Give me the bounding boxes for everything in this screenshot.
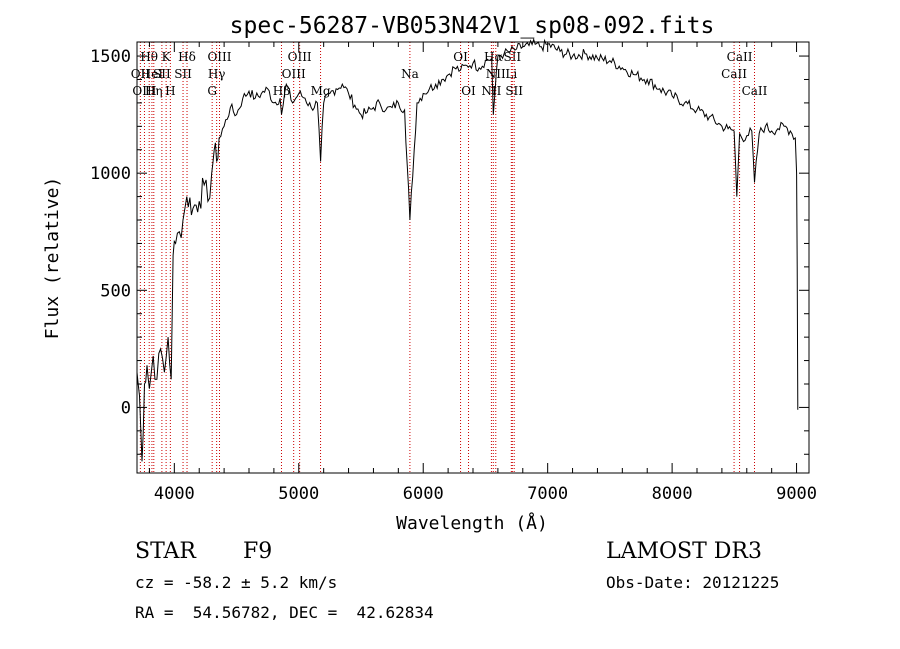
line-marker-label-16: Mg bbox=[311, 84, 331, 98]
x-axis-label: Wavelength (Å) bbox=[396, 512, 548, 534]
axes: 4000 5000 6000 7000 8000 9000 0 500 1000 1500 bbox=[90, 42, 817, 504]
line-marker-label-18: OI bbox=[453, 50, 468, 64]
line-marker-label-17: Na bbox=[401, 67, 419, 81]
object-type: STAR bbox=[135, 539, 196, 564]
line-marker-label-13: OIII bbox=[288, 50, 312, 64]
line-marker-label-4: Hη bbox=[145, 84, 163, 98]
chart-title: spec-56287-VB053N42V1_sp08-092.fits bbox=[230, 13, 715, 39]
line-marker-label-9: SII bbox=[174, 67, 192, 81]
y-tick-label-0: 0 bbox=[121, 398, 131, 418]
x-tick-label-3: 7000 bbox=[527, 484, 568, 504]
spectrum-line bbox=[136, 37, 799, 462]
line-marker-label-11: Hγ bbox=[208, 67, 226, 81]
line-marker-label-19: OI bbox=[461, 84, 476, 98]
x-tick-label-1: 5000 bbox=[278, 484, 319, 504]
y-tick-label-2: 1000 bbox=[90, 164, 131, 184]
line-marker-label-12: G bbox=[207, 84, 217, 98]
line-marker-label-27: CaII bbox=[721, 67, 747, 81]
line-marker-label-0: Hθ bbox=[140, 50, 158, 64]
x-tick-label-0: 4000 bbox=[154, 484, 195, 504]
line-marker-label-2: HeI bbox=[141, 67, 164, 81]
line-marker-label-24: NII bbox=[481, 84, 501, 98]
y-tick-label-3: 1500 bbox=[90, 47, 131, 67]
line-marker-label-26: CaII bbox=[727, 50, 753, 64]
line-marker-label-22: SII bbox=[503, 50, 521, 64]
line-marker-label-3: OIII bbox=[132, 84, 156, 98]
y-tick-label-1: 500 bbox=[100, 281, 131, 301]
redshift-cz: cz = -58.2 ± 5.2 km/s bbox=[135, 573, 338, 592]
obs-date: Obs-Date: 20121225 bbox=[606, 573, 780, 592]
line-marker-label-5: K bbox=[162, 50, 172, 64]
x-tick-label-2: 6000 bbox=[403, 484, 444, 504]
line-markers: HθOIIHeIOIIIHηKSIIHHδSIIOIIIHγGOIIIOIIIH… bbox=[131, 42, 768, 473]
survey-name: LAMOST DR3 bbox=[606, 539, 762, 564]
coordinates: RA = 54.56782, DEC = 42.62834 bbox=[135, 603, 434, 622]
line-marker-label-20: Hα bbox=[484, 50, 503, 64]
x-tick-label-4: 8000 bbox=[652, 484, 693, 504]
line-marker-label-10: OIII bbox=[207, 50, 231, 64]
line-marker-label-6: SII bbox=[153, 67, 171, 81]
subclass: F9 bbox=[243, 539, 273, 564]
line-marker-label-23: Li bbox=[505, 67, 517, 81]
line-marker-label-7: H bbox=[165, 84, 175, 98]
x-tick-label-5: 9000 bbox=[776, 484, 817, 504]
line-marker-label-25: SII bbox=[505, 84, 523, 98]
plot-frame bbox=[136, 41, 810, 474]
line-marker-label-8: Hδ bbox=[178, 50, 196, 64]
line-marker-label-14: OIII bbox=[282, 67, 306, 81]
spectrum-series bbox=[136, 37, 799, 462]
y-axis-label: Flux (relative) bbox=[42, 177, 63, 340]
line-marker-label-1: OII bbox=[131, 67, 151, 81]
line-marker-label-28: CaII bbox=[742, 84, 768, 98]
